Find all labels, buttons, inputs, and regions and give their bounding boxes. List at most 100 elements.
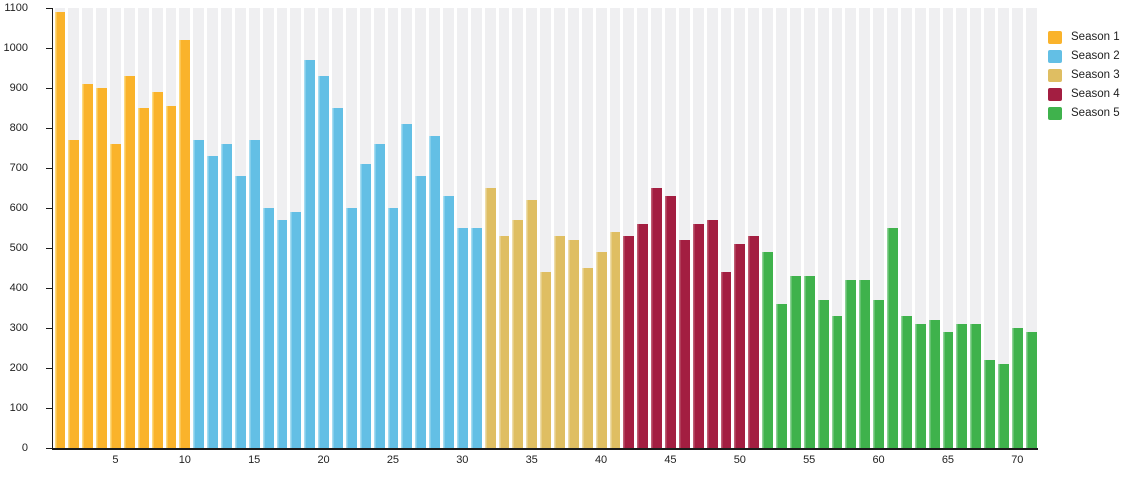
bar-season-3-x35[interactable] [526,200,538,448]
background-stripe [956,8,968,448]
bar-season-4-x49[interactable] [720,272,732,448]
bar-season-4-x51[interactable] [748,236,760,448]
background-stripe [914,8,926,448]
bar-season-1-x9[interactable] [165,106,177,448]
bar-season-2-x29[interactable] [443,196,454,448]
bar-season-3-x41[interactable] [609,232,621,448]
bar-season-2-x11[interactable] [193,140,205,448]
bar-season-4-x42[interactable] [623,236,635,448]
bar-season-4-x48[interactable] [706,220,718,448]
bar-season-2-x19[interactable] [304,60,316,448]
bar-season-2-x24[interactable] [373,144,385,448]
legend-item-season-3[interactable]: Season 3 [1048,68,1120,82]
bar-season-2-x30[interactable] [456,228,468,448]
y-axis-tick-label: 600 [9,202,28,214]
bar-season-2-x31[interactable] [470,228,482,448]
bar-season-1-x10[interactable] [179,40,191,448]
bar-slot [705,8,719,448]
bar-season-5-x71[interactable] [1025,332,1037,448]
legend: Season 1 Season 2 Season 3 Season 4 Seas… [1048,30,1120,120]
bar-season-1-x1[interactable] [54,12,66,448]
legend-item-season-5[interactable]: Season 5 [1048,106,1120,120]
bar-season-2-x15[interactable] [248,140,260,448]
bar-season-5-x64[interactable] [928,320,940,448]
bar-season-5-x54[interactable] [789,276,801,448]
bar-season-1-x3[interactable] [82,84,94,448]
bar-season-5-x61[interactable] [887,228,898,448]
y-axis-tick-mark [46,328,52,329]
bar-season-1-x4[interactable] [96,88,107,448]
bar-season-2-x13[interactable] [221,144,232,448]
bar-season-3-x37[interactable] [554,236,565,448]
bar-season-2-x28[interactable] [429,136,440,448]
y-axis-tick-mark [46,128,52,129]
bar-season-1-x7[interactable] [137,108,149,448]
bar-slot [1024,8,1038,448]
bar-season-3-x39[interactable] [581,268,593,448]
background-stripe [970,8,982,448]
bar-season-3-x38[interactable] [567,240,579,448]
bar-season-5-x53[interactable] [776,304,787,448]
bar-season-1-x6[interactable] [123,76,135,448]
background-stripe [928,8,940,448]
bar-season-5-x67[interactable] [970,324,982,448]
bar-season-4-x45[interactable] [665,196,676,448]
bar-season-5-x68[interactable] [984,360,995,448]
bar-season-5-x65[interactable] [942,332,954,448]
bar-season-5-x52[interactable] [762,252,773,448]
bar-season-5-x55[interactable] [803,276,815,448]
legend-item-season-4[interactable]: Season 4 [1048,87,1120,101]
bar-season-5-x70[interactable] [1011,328,1023,448]
bar-season-4-x44[interactable] [651,188,662,448]
legend-item-season-1[interactable]: Season 1 [1048,30,1120,44]
bar-season-1-x5[interactable] [110,144,121,448]
x-axis-tick-label: 40 [594,454,608,466]
bar-season-2-x27[interactable] [415,176,427,448]
bar-season-5-x62[interactable] [900,316,912,448]
y-axis-tick-mark [46,168,52,169]
bar-season-3-x34[interactable] [512,220,524,448]
bar-season-3-x32[interactable] [484,188,496,448]
bar-season-3-x40[interactable] [595,252,607,448]
bar-season-5-x56[interactable] [817,300,829,448]
bar-season-5-x66[interactable] [956,324,968,448]
bar-season-2-x21[interactable] [332,108,343,448]
x-axis-tick-label: 65 [941,454,955,466]
bar-slot: 35 [525,8,539,466]
bar-season-2-x16[interactable] [262,208,274,448]
bar-season-2-x18[interactable] [290,212,302,448]
background-stripe [609,8,621,448]
bar-season-2-x14[interactable] [234,176,246,448]
bar-season-2-x23[interactable] [359,164,371,448]
bar-season-3-x33[interactable] [498,236,510,448]
bar-slot [747,8,761,448]
bar-season-5-x58[interactable] [845,280,857,448]
bar-season-5-x57[interactable] [831,316,843,448]
bar-season-5-x59[interactable] [859,280,871,448]
x-axis-tick-label: 30 [456,454,469,466]
bar-season-2-x20[interactable] [318,76,329,448]
bar-season-4-x43[interactable] [637,224,649,448]
bar-season-2-x12[interactable] [207,156,218,448]
y-axis-tick-mark [46,8,52,9]
bar-season-2-x17[interactable] [276,220,288,448]
bar-season-4-x47[interactable] [692,224,704,448]
legend-item-season-2[interactable]: Season 2 [1048,49,1120,63]
bar-season-2-x26[interactable] [401,124,413,448]
y-axis-tick-label: 300 [9,322,28,334]
background-stripe [720,8,732,448]
bar-season-4-x50[interactable] [734,244,746,448]
bar-season-1-x8[interactable] [151,92,163,448]
bar-season-5-x60[interactable] [873,300,884,448]
background-stripe [984,8,995,448]
y-axis-tick-label: 0 [21,442,28,454]
y-axis-tick-mark [46,48,52,49]
bar-slot [636,8,650,448]
bar-season-4-x46[interactable] [678,240,690,448]
bar-season-2-x25[interactable] [387,208,399,448]
bar-season-1-x2[interactable] [68,140,80,448]
bar-season-2-x22[interactable] [345,208,357,448]
bar-season-3-x36[interactable] [540,272,551,448]
bar-season-5-x69[interactable] [998,364,1009,448]
bar-season-5-x63[interactable] [914,324,926,448]
